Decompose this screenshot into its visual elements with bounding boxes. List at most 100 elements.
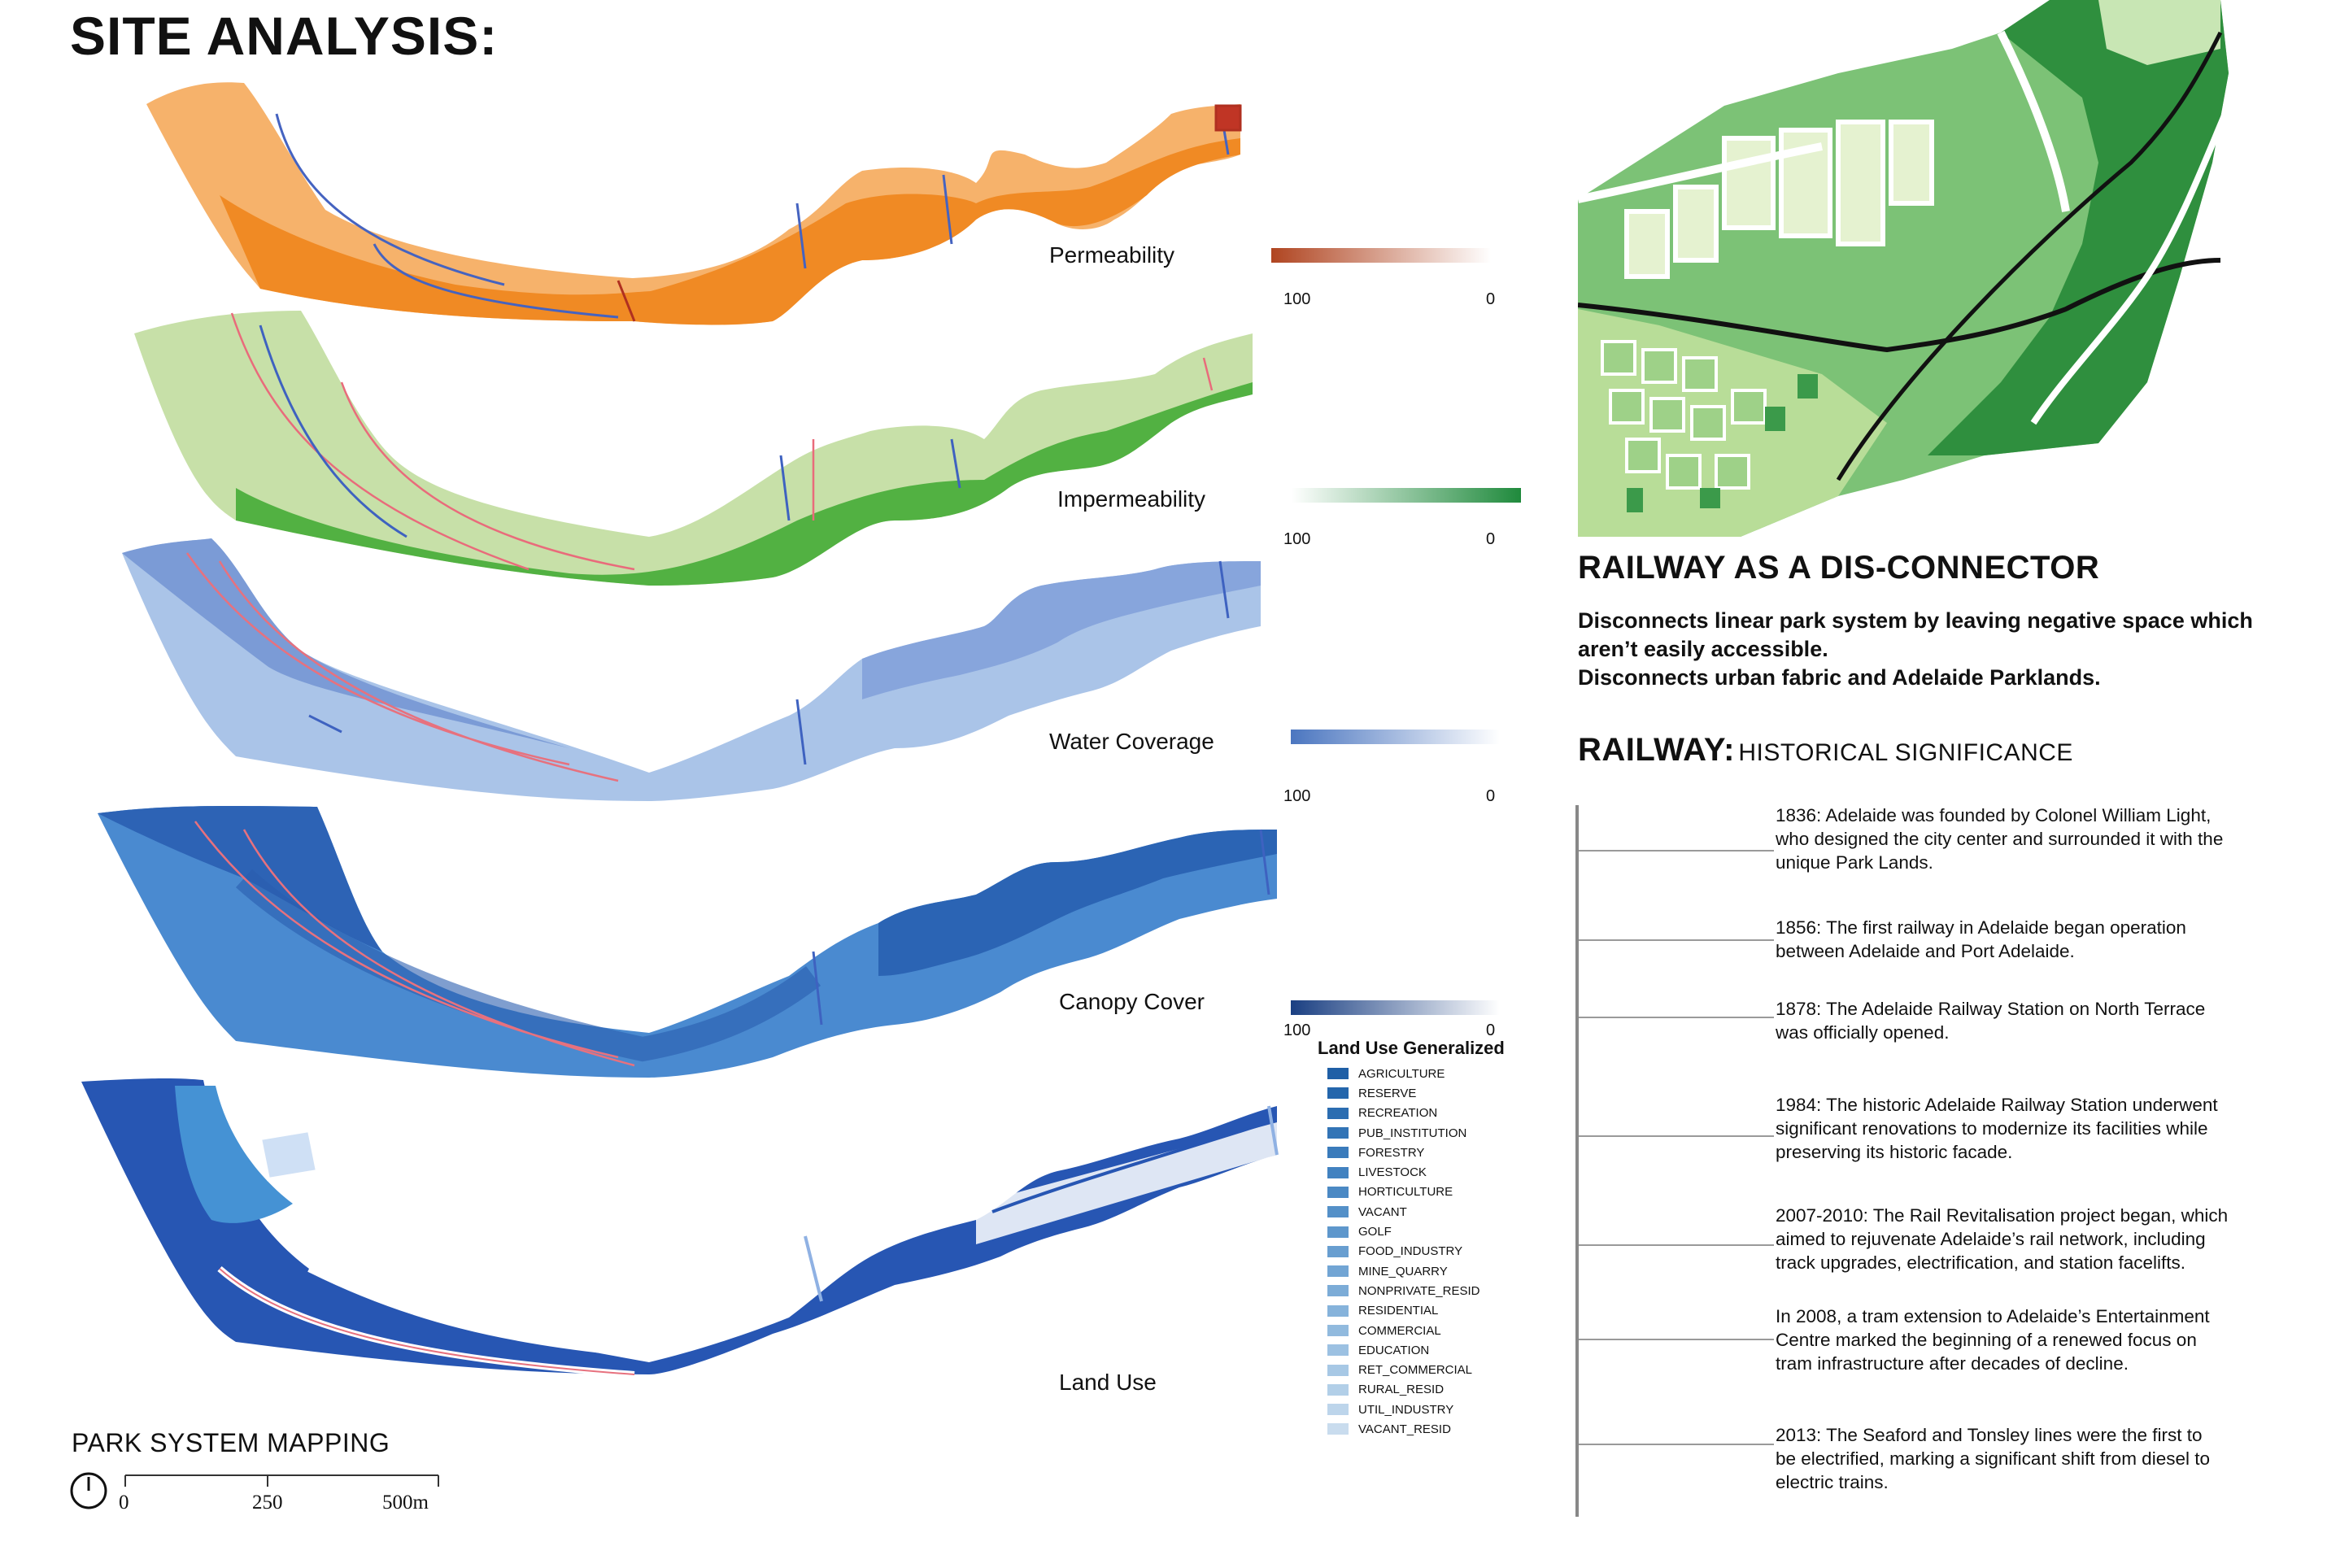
legend-item: FOOD_INDUSTRY [1327,1242,1505,1261]
legend-item: GOLF [1327,1222,1505,1241]
legend-label: UTIL_INDUSTRY [1358,1402,1454,1417]
legend-title: Land Use Generalized [1318,1038,1505,1058]
legend-item: HORTICULTURE [1327,1183,1505,1202]
water-coverage-min: 0 [1486,787,1496,805]
page-title: SITE ANALYSIS: [70,6,499,66]
land-use-label: Land Use [1059,1370,1157,1395]
legend-label: PUB_INSTITUTION [1358,1126,1467,1140]
legend-swatch [1327,1087,1349,1100]
legend-item: UTIL_INDUSTRY [1327,1400,1505,1419]
timeline-event-line: 1856: The first railway in Adelaide bega… [1776,917,2186,938]
canopy-cover-min: 0 [1486,1021,1496,1039]
legend-item: RURAL_RESID [1327,1380,1505,1400]
legend-label: MINE_QUARRY [1358,1264,1448,1278]
legend-label: FORESTRY [1358,1145,1425,1160]
impermeability-gradient [1292,488,1521,503]
legend-label: RURAL_RESID [1358,1383,1445,1397]
railway-body: Disconnects linear park system by leavin… [1578,607,2253,692]
timeline-event-line: aimed to rejuvenate Adelaide’s rail netw… [1776,1229,2206,1249]
water-coverage-label: Water Coverage [1049,729,1214,754]
legend-swatch [1327,1186,1349,1198]
impermeability-min: 0 [1486,530,1496,548]
legend-label: RESIDENTIAL [1358,1304,1439,1318]
timeline-connector [1579,1017,1774,1018]
legend-swatch [1327,1423,1349,1435]
legend-item: COMMERCIAL [1327,1321,1505,1340]
scale-label-0: 0 [119,1492,129,1514]
water-coverage-gradient [1291,730,1500,744]
legend-swatch [1327,1364,1349,1376]
timeline-event-line: Centre marked the beginning of a renewed… [1776,1330,2197,1350]
timeline-event: 2013: The Seaford and Tonsley lines were… [1776,1423,2210,1494]
legend-item: RESIDENTIAL [1327,1301,1505,1321]
legend-item: VACANT [1327,1202,1505,1222]
scale-bar [70,1472,439,1509]
permeability-min: 0 [1486,290,1496,308]
timeline-connector [1579,850,1774,852]
legend-item: RESERVE [1327,1083,1505,1103]
timeline-event-line: 2007-2010: The Rail Revitalisation proje… [1776,1205,2229,1226]
permeability-label: Permeability [1049,242,1175,268]
legend-item: NONPRIVATE_RESID [1327,1281,1505,1300]
timeline-event-line: significant renovations to modernize its… [1776,1118,2208,1139]
legend-swatch [1327,1147,1349,1159]
railway-aerial-map [1578,0,2232,537]
canopy-cover-map [98,805,1277,1078]
timeline-event-line: 1836: Adelaide was founded by Colonel Wi… [1776,805,2212,825]
legend-swatch [1327,1325,1349,1336]
water-coverage-max: 100 [1283,787,1311,805]
legend-label: VACANT_RESID [1358,1422,1451,1436]
legend-swatch [1327,1068,1349,1080]
permeability-gradient [1271,248,1491,263]
legend-item: EDUCATION [1327,1340,1505,1360]
railway-heading: RAILWAY AS A DIS-CONNECTOR [1578,550,2100,586]
timeline-event: 1836: Adelaide was founded by Colonel Wi… [1776,804,2223,874]
legend-swatch [1327,1344,1349,1357]
legend-label: RECREATION [1358,1106,1438,1121]
legend-item: MINE_QUARRY [1327,1261,1505,1281]
land-use-legend: Land Use Generalized AGRICULTURE RESERVE R… [1318,1038,1505,1440]
legend-label: LIVESTOCK [1358,1165,1427,1180]
timeline-event-line: be electrified, marking a significant sh… [1776,1448,2210,1469]
history-heading-main: RAILWAY: [1578,732,1735,768]
canopy-cover-max: 100 [1283,1021,1311,1039]
legend-swatch [1327,1166,1349,1178]
legend-swatch [1327,1245,1349,1257]
legend-swatch [1327,1206,1349,1218]
timeline-connector [1579,1339,1774,1340]
legend-label: NONPRIVATE_RESID [1358,1283,1480,1298]
timeline-event: 2007-2010: The Rail Revitalisation proje… [1776,1204,2228,1274]
legend-label: FOOD_INDUSTRY [1358,1244,1463,1259]
legend-item: VACANT_RESID [1327,1419,1505,1439]
legend-label: GOLF [1358,1225,1392,1239]
land-use-map [81,1078,1279,1378]
history-heading: RAILWAY: HISTORICAL SIGNIFICANCE [1578,732,2073,769]
legend-list: AGRICULTURE RESERVE RECREATION PUB_INSTITUT… [1318,1064,1505,1440]
legend-item: AGRICULTURE [1327,1064,1505,1083]
timeline-event-line: In 2008, a tram extension to Adelaide’s … [1776,1306,2210,1326]
permeability-map [146,82,1242,325]
railway-body-line: Disconnects linear park system by leavin… [1578,608,2253,633]
timeline-event-line: unique Park Lands. [1776,852,1933,873]
legend-label: COMMERCIAL [1358,1323,1441,1338]
park-strip-layers [81,82,1279,1378]
legend-label: RET_COMMERCIAL [1358,1363,1473,1378]
legend-swatch [1327,1285,1349,1297]
legend-item: FORESTRY [1327,1143,1505,1162]
timeline-event-line: tram infrastructure after decades of dec… [1776,1353,2129,1374]
legend-label: RESERVE [1358,1086,1417,1100]
scale-label-500m: 500m [382,1492,429,1514]
timeline-connector [1579,939,1774,941]
legend-swatch [1327,1404,1349,1416]
impermeability-max: 100 [1283,530,1311,548]
legend-label: HORTICULTURE [1358,1185,1453,1200]
impermeability-label: Impermeability [1057,486,1206,512]
timeline-event: 1984: The historic Adelaide Railway Stat… [1776,1093,2218,1164]
railway-body-line: Disconnects urban fabric and Adelaide Pa… [1578,665,2101,690]
timeline-connector [1579,1244,1774,1246]
timeline-event-line: preserving its historic facade. [1776,1142,2013,1162]
water-coverage-map [122,538,1261,801]
timeline-connector [1579,1135,1774,1137]
history-heading-sub: HISTORICAL SIGNIFICANCE [1738,739,2073,766]
timeline-event-line: 1878: The Adelaide Railway Station on No… [1776,999,2206,1019]
